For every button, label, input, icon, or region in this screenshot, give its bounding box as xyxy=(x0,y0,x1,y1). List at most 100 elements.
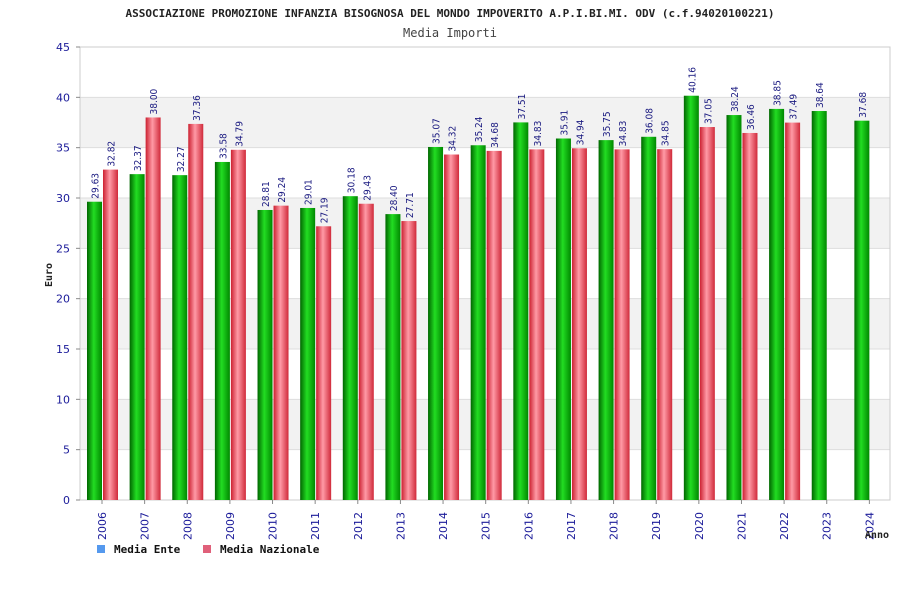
x-tick-label: 2013 xyxy=(394,512,407,540)
data-label: 28.40 xyxy=(389,185,400,211)
bar-media-ente-2024 xyxy=(854,120,870,501)
y-tick-label: 30 xyxy=(56,192,70,205)
data-label: 29.63 xyxy=(91,173,102,199)
bar-media-nazionale-2010 xyxy=(273,205,289,500)
bar-media-ente-2022 xyxy=(769,108,785,500)
y-axis-ticks: 0 5 10 15 20 25 30 35 40 45 xyxy=(56,41,80,507)
bar-media-ente-2007 xyxy=(129,174,145,500)
x-tick-label: 2023 xyxy=(821,512,834,540)
y-axis-label: Euro xyxy=(44,263,55,287)
x-tick-label: 2024 xyxy=(863,512,876,540)
x-tick-label: 2018 xyxy=(608,512,621,540)
x-axis-ticks: 2006 2007 2008 2009 2010 2011 2012 2013 2014 2015… xyxy=(96,500,876,540)
x-tick-label: 2019 xyxy=(650,512,663,540)
data-label: 37.51 xyxy=(517,94,528,120)
y-tick-label: 20 xyxy=(56,293,70,306)
data-label: 32.37 xyxy=(133,145,144,171)
y-tick-label: 45 xyxy=(56,41,70,54)
bar-media-nazionale-2020 xyxy=(699,127,715,500)
data-label: 28.81 xyxy=(261,181,272,207)
data-label: 27.71 xyxy=(405,192,416,218)
chart-subtitle: Media Importi xyxy=(403,26,497,40)
chart-title: ASSOCIAZIONE PROMOZIONE INFANZIA BISOGNO… xyxy=(125,7,774,20)
bar-media-ente-2021 xyxy=(726,115,742,501)
bar-media-nazionale-2016 xyxy=(529,149,545,501)
y-tick-label: 15 xyxy=(56,343,70,356)
bar-media-ente-2012 xyxy=(342,196,358,501)
data-label: 34.32 xyxy=(448,126,459,152)
bar-media-nazionale-2015 xyxy=(486,150,502,500)
x-tick-label: 2016 xyxy=(522,512,535,540)
bar-media-nazionale-2013 xyxy=(401,221,417,500)
bar-media-ente-2006 xyxy=(87,201,102,500)
y-tick-label: 25 xyxy=(56,242,70,255)
x-tick-label: 2020 xyxy=(693,512,706,540)
bar-media-nazionale-2012 xyxy=(358,203,374,500)
x-tick-label: 2012 xyxy=(352,512,365,540)
legend-label-media-nazionale: Media Nazionale xyxy=(220,543,320,556)
x-tick-label: 2022 xyxy=(778,512,791,540)
data-label: 32.27 xyxy=(176,146,187,172)
data-label: 33.58 xyxy=(218,133,229,159)
data-label: 34.85 xyxy=(661,120,672,146)
data-label: 37.36 xyxy=(192,95,203,121)
data-label: 29.24 xyxy=(277,177,288,203)
data-label: 27.19 xyxy=(320,197,331,223)
bar-media-nazionale-2011 xyxy=(316,226,332,500)
x-tick-label: 2011 xyxy=(309,512,322,540)
data-label: 37.68 xyxy=(858,92,869,118)
bar-media-nazionale-2006 xyxy=(103,169,118,500)
data-label: 32.82 xyxy=(107,141,118,167)
bar-media-ente-2011 xyxy=(300,207,316,500)
bar-media-nazionale-2008 xyxy=(188,123,204,500)
bar-media-nazionale-2019 xyxy=(657,149,673,500)
bar-media-nazionale-2021 xyxy=(742,132,758,500)
bar-media-ente-2018 xyxy=(598,140,614,500)
bars xyxy=(87,95,870,501)
bar-media-ente-2023 xyxy=(811,111,827,501)
data-label: 34.79 xyxy=(234,121,245,147)
grid-band xyxy=(80,47,890,98)
x-axis-label: Anno xyxy=(865,530,889,541)
bar-media-nazionale-2007 xyxy=(145,117,161,500)
data-label: 38.64 xyxy=(815,82,826,108)
y-tick-label: 10 xyxy=(56,393,70,406)
y-tick-label: 0 xyxy=(63,494,70,507)
x-tick-label: 2021 xyxy=(735,512,748,540)
bar-media-ente-2013 xyxy=(385,214,401,500)
data-label: 38.00 xyxy=(149,88,160,114)
data-label: 37.49 xyxy=(789,94,800,120)
data-label: 36.46 xyxy=(746,104,757,130)
y-tick-label: 40 xyxy=(56,91,70,104)
bar-media-ente-2014 xyxy=(428,146,444,500)
data-label: 34.94 xyxy=(575,119,586,145)
bar-media-nazionale-2018 xyxy=(614,149,630,501)
bar-media-nazionale-2009 xyxy=(230,149,246,500)
x-tick-label: 2006 xyxy=(96,512,109,540)
data-label: 34.83 xyxy=(533,121,544,147)
bar-media-nazionale-2022 xyxy=(785,122,801,500)
data-label: 38.85 xyxy=(773,80,784,106)
data-labels: 29.63 32.82 32.37 38.00 32.27 37.36 33.58 34.79… xyxy=(91,67,869,224)
data-label: 37.05 xyxy=(703,98,714,124)
legend: Media Ente Media Nazionale xyxy=(97,543,320,556)
legend-swatch-media-ente xyxy=(97,545,105,553)
bar-media-ente-2016 xyxy=(513,122,529,501)
bar-media-ente-2019 xyxy=(641,136,657,500)
data-label: 35.75 xyxy=(602,111,613,137)
bar-media-ente-2009 xyxy=(214,161,230,500)
bar-media-ente-2015 xyxy=(470,145,486,500)
bar-media-ente-2010 xyxy=(257,209,273,500)
x-tick-label: 2007 xyxy=(139,512,152,540)
data-label: 34.68 xyxy=(490,122,501,148)
x-tick-label: 2015 xyxy=(480,512,493,540)
y-tick-label: 5 xyxy=(63,444,70,457)
x-tick-label: 2009 xyxy=(224,512,237,540)
x-tick-label: 2010 xyxy=(267,512,280,540)
y-tick-label: 35 xyxy=(56,142,70,155)
bar-media-ente-2020 xyxy=(683,95,699,501)
data-label: 29.01 xyxy=(304,179,315,205)
data-label: 40.16 xyxy=(687,67,698,93)
x-tick-label: 2008 xyxy=(181,512,194,540)
